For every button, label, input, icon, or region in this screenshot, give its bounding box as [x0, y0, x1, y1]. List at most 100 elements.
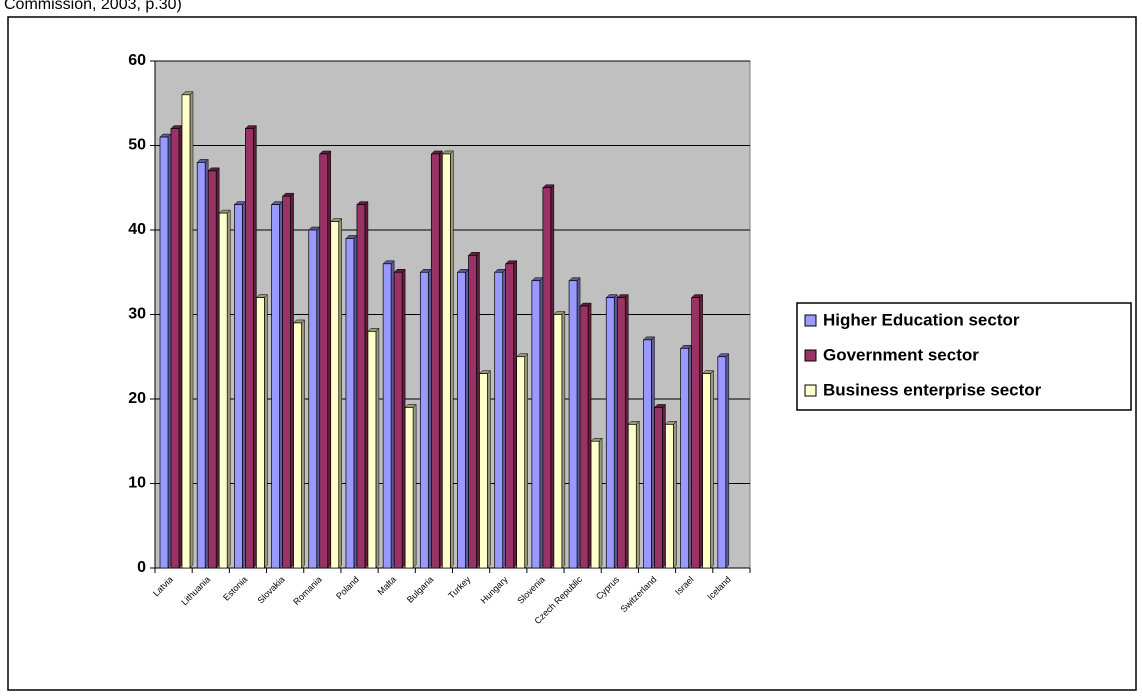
legend-swatch: [804, 384, 817, 397]
bar: [605, 297, 615, 569]
y-tick-label: 60: [128, 52, 146, 69]
bar: [308, 229, 318, 569]
bar-side: [725, 353, 730, 569]
legend-swatch: [804, 349, 817, 362]
bar: [494, 271, 504, 569]
y-tick-label: 20: [128, 390, 146, 407]
bar-side: [253, 124, 257, 569]
bar: [282, 195, 291, 569]
bar-side: [550, 184, 555, 569]
bar: [616, 297, 626, 569]
bar-side: [487, 370, 491, 569]
bar: [382, 263, 392, 569]
bar-side: [614, 293, 618, 569]
bar: [516, 356, 526, 569]
bar: [441, 153, 451, 569]
bar-side: [513, 260, 517, 569]
bar-side: [476, 251, 480, 569]
bar: [207, 170, 217, 569]
bar-side: [226, 209, 231, 569]
bar: [531, 280, 541, 569]
bar: [404, 407, 414, 569]
bar-side: [178, 124, 183, 569]
bar: [590, 440, 600, 569]
bar-side: [673, 420, 677, 569]
bar-side: [279, 201, 283, 569]
y-tick-label: 40: [128, 221, 146, 238]
bar-side: [502, 268, 506, 569]
bar-side: [439, 150, 443, 569]
bar-side: [189, 91, 194, 569]
legend-label: Business enterprise sector: [823, 380, 1042, 399]
bar: [218, 212, 228, 569]
bar: [505, 263, 515, 569]
bar: [196, 162, 206, 569]
caption: Commission, 2003, p.30): [4, 0, 182, 13]
bar: [345, 238, 355, 569]
bar-side: [561, 310, 566, 569]
bar-side: [587, 302, 592, 569]
bar-side: [465, 268, 469, 569]
bar-side: [401, 268, 406, 569]
bar-side: [215, 167, 220, 569]
bar: [627, 424, 637, 569]
bar: [654, 407, 663, 569]
bar-side: [576, 277, 581, 569]
bar-side: [651, 336, 655, 569]
bar-side: [390, 260, 395, 569]
bar: [159, 136, 169, 569]
bar-side: [338, 217, 342, 569]
bar: [643, 339, 652, 569]
bar-side: [327, 150, 331, 569]
bar: [702, 373, 711, 569]
bar-side: [412, 403, 417, 569]
bar: [319, 153, 329, 569]
bar: [293, 322, 302, 569]
bar-side: [375, 327, 380, 569]
bar-side: [699, 293, 703, 569]
bar-side: [428, 268, 432, 569]
bar: [271, 204, 280, 569]
bar: [665, 424, 674, 569]
bar-side: [353, 234, 358, 569]
bar: [479, 373, 488, 569]
y-tick-label: 0: [137, 559, 146, 576]
bar-side: [242, 201, 246, 569]
bar-side: [710, 370, 714, 569]
bar: [256, 297, 265, 569]
bar-side: [598, 437, 603, 569]
bar-side: [167, 133, 172, 569]
bar: [367, 331, 377, 569]
bar-side: [524, 353, 528, 569]
bar: [170, 128, 180, 569]
bar: [330, 221, 340, 569]
bar-side: [688, 344, 692, 569]
y-tick-label: 50: [128, 137, 146, 154]
bar-side: [539, 277, 544, 569]
bar: [393, 271, 403, 569]
bar-side: [264, 293, 268, 569]
bar: [181, 94, 191, 569]
bar-side: [450, 150, 454, 569]
bar-side: [636, 420, 640, 569]
bar-side: [301, 319, 305, 569]
bar-side: [290, 192, 294, 569]
bar: [579, 305, 589, 569]
legend-label: Higher Education sector: [823, 310, 1020, 329]
legend-label: Government sector: [823, 345, 979, 364]
bar: [468, 255, 477, 569]
legend: [796, 302, 1132, 411]
bar-side: [204, 158, 209, 569]
bar: [717, 356, 727, 569]
bar-side: [316, 226, 320, 569]
bar-side: [662, 403, 666, 569]
bar: [430, 153, 440, 569]
bar: [568, 280, 578, 569]
y-tick-label: 30: [128, 306, 146, 323]
bar: [356, 204, 366, 569]
legend-swatch: [804, 314, 817, 327]
bar: [542, 187, 552, 569]
bar: [419, 271, 429, 569]
bar: [234, 204, 243, 569]
